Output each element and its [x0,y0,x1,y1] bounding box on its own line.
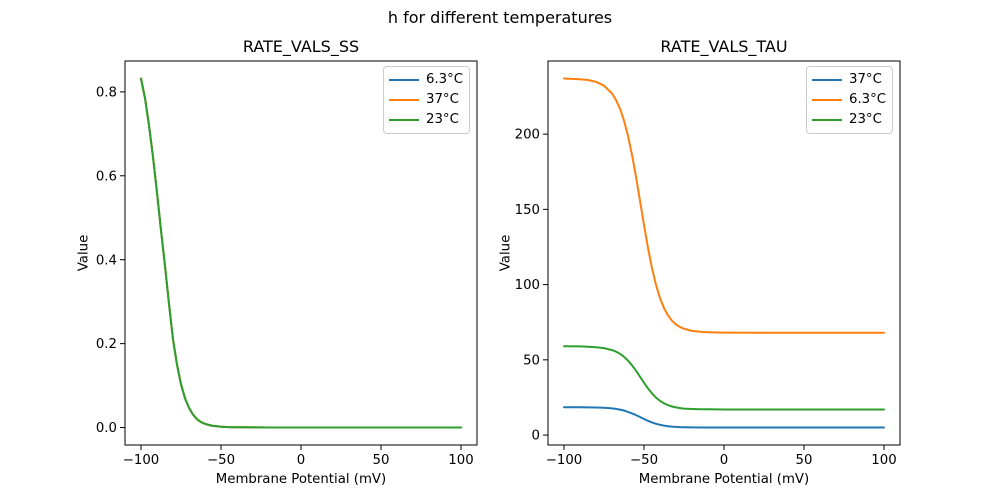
y-tick-label: 150 [515,203,540,218]
series-line-23c [140,77,462,429]
right-plot-legend: 37°C 6.3°C 23°C [806,66,893,134]
x-tick-label: 50 [796,453,813,468]
legend-label: 6.3°C [426,72,464,88]
legend-line-swatch [389,119,419,121]
x-tick-label: 100 [871,453,896,468]
legend-label: 37°C [426,92,459,108]
x-tick-label: 100 [448,453,473,468]
left-plot-xlabel: Membrane Potential (mV) [215,472,387,487]
legend-line-swatch [389,99,419,101]
y-tick-label: 50 [523,353,540,368]
x-tick-label: −100 [123,453,160,468]
legend-line-swatch [812,99,842,101]
legend-line-swatch [389,79,419,81]
x-tick-label: −50 [630,453,658,468]
series-line-23c [563,345,885,411]
y-tick-label: 0.8 [96,85,117,100]
left-plot-ylabel: Value [76,234,92,272]
legend-entry: 23°C [389,110,464,130]
x-tick-label: −100 [546,453,583,468]
legend-label: 23°C [849,112,882,128]
x-tick-label: 0 [720,453,728,468]
y-tick-label: 0 [532,429,540,444]
y-tick-label: 0.0 [96,421,117,436]
right-plot-xlabel: Membrane Potential (mV) [638,472,810,487]
y-tick-label: 200 [515,128,540,143]
right-plot-title: RATE_VALS_TAU [660,37,788,56]
y-tick-label: 0.2 [96,337,117,352]
y-tick-label: 100 [515,278,540,293]
x-tick-label: 0 [297,453,305,468]
legend-label: 6.3°C [849,92,887,108]
left-plot-legend: 6.3°C 37°C 23°C [383,66,470,134]
x-tick-label: −50 [207,453,235,468]
series-line-63c [563,77,885,334]
legend-entry: 23°C [812,110,887,130]
legend-entry: 37°C [812,70,887,90]
y-tick-label: 0.6 [96,169,117,184]
legend-entry: 6.3°C [389,70,464,90]
left-plot-title: RATE_VALS_SS [242,37,360,56]
legend-label: 37°C [849,72,882,88]
x-tick-label: 50 [373,453,390,468]
legend-label: 23°C [426,112,459,128]
legend-entry: 37°C [389,90,464,110]
legend-line-swatch [812,119,842,121]
figure-suptitle: h for different temperatures [387,8,613,27]
legend-line-swatch [812,79,842,81]
right-plot-ylabel: Value [498,234,514,272]
series-line-37c [563,406,885,429]
legend-entry: 6.3°C [812,90,887,110]
y-tick-label: 0.4 [96,253,117,268]
